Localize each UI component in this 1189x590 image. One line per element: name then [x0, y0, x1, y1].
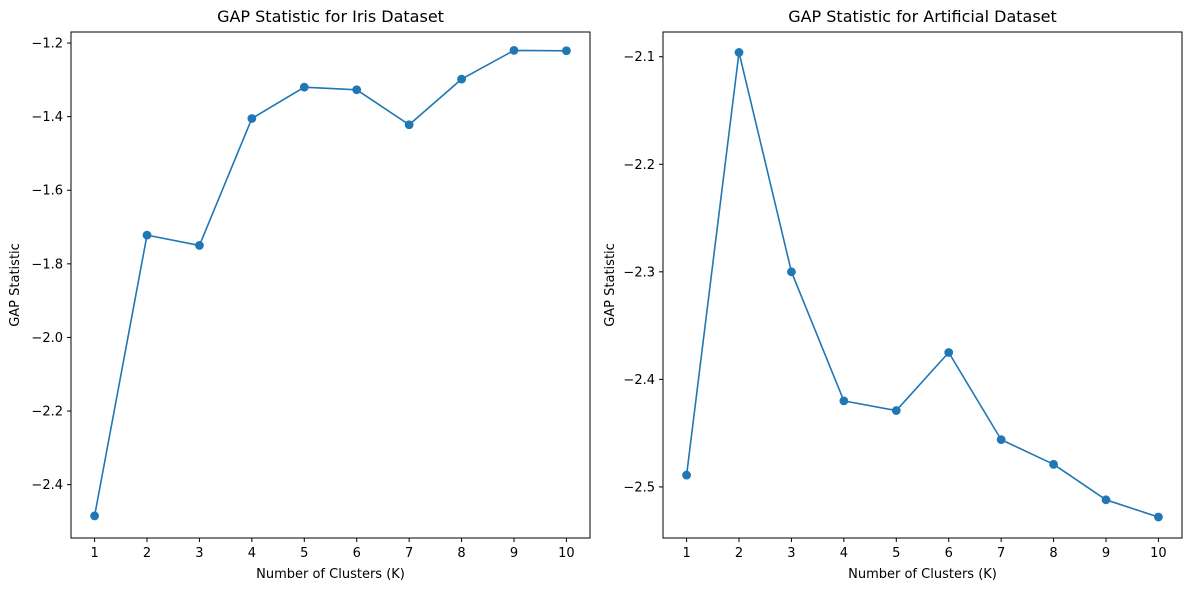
artificial-data-point	[734, 48, 744, 57]
artificial-x-tick-label: 10	[1150, 546, 1167, 561]
artificial-x-tick-label: 6	[945, 546, 953, 561]
iris-x-tick-label: 7	[405, 546, 413, 561]
iris-y-tick-label: −1.4	[31, 110, 63, 125]
artificial-series-line	[685, 51, 1159, 518]
artificial-data-point	[1154, 512, 1163, 522]
artificial-y-axis-label: GAP Statistic	[603, 243, 618, 327]
artificial-x-tick-label: 1	[682, 546, 690, 561]
iris-axes-frame	[70, 31, 591, 539]
iris-axis-ticks: 1 2 3 4 5 6 7 8 9 10 −2.4 −2.2 −2.0 −1.8 −1.6 −1.4 −1.2	[31, 37, 574, 561]
artificial-y-tick-label: −2.3	[623, 265, 655, 280]
iris-y-tick-label: −2.4	[31, 478, 63, 493]
iris-plot-area	[90, 46, 571, 521]
iris-data-point	[142, 230, 152, 240]
artificial-x-tick-label: 4	[840, 546, 848, 561]
iris-x-tick-label: 9	[510, 546, 518, 561]
iris-x-tick-label: 5	[300, 546, 308, 561]
artificial-data-point	[682, 470, 691, 480]
iris-x-tick-label: 1	[90, 546, 98, 561]
iris-y-tick-label: −1.6	[31, 184, 63, 199]
iris-x-tick-label: 2	[143, 546, 151, 561]
artificial-chart-panel: GAP Statistic for Artificial Dataset 1 2 3…	[603, 7, 1183, 582]
artificial-plot-area	[682, 48, 1163, 522]
iris-data-point	[299, 82, 309, 92]
iris-x-axis-label: Number of Clusters (K)	[256, 567, 405, 582]
iris-data-point	[562, 46, 571, 56]
artificial-data-point	[891, 406, 901, 415]
artificial-axes-frame	[662, 31, 1183, 539]
artificial-data-point	[996, 435, 1006, 444]
artificial-x-tick-label: 5	[892, 546, 900, 561]
artificial-x-tick-label: 8	[1049, 546, 1057, 561]
artificial-axis-ticks: 1 2 3 4 5 6 7 8 9 10 −2.5 −2.4 −2.3 −2.2 −2.1	[623, 50, 1166, 561]
iris-chart-title: GAP Statistic for Iris Dataset	[217, 7, 444, 26]
iris-x-tick-label: 8	[457, 546, 465, 561]
iris-series-line	[93, 49, 567, 517]
iris-y-tick-label: −1.2	[31, 37, 63, 52]
iris-x-tick-label: 10	[558, 546, 575, 561]
iris-data-point	[509, 46, 519, 55]
artificial-y-tick-label: −2.2	[623, 158, 655, 173]
iris-x-tick-label: 3	[195, 546, 203, 561]
artificial-y-tick-label: −2.4	[623, 373, 655, 388]
artificial-x-tick-label: 3	[787, 546, 795, 561]
artificial-data-point	[839, 396, 849, 406]
artificial-data-point	[1101, 495, 1111, 505]
iris-chart-panel: GAP Statistic for Iris Dataset 1 2 3 4 5 6 7 8 9…	[8, 7, 591, 582]
artificial-x-tick-label: 9	[1102, 546, 1110, 561]
artificial-chart-title: GAP Statistic for Artificial Dataset	[788, 7, 1057, 26]
iris-x-tick-label: 4	[248, 546, 256, 561]
iris-data-point	[195, 241, 204, 250]
iris-data-point	[352, 85, 362, 95]
iris-data-point	[247, 114, 257, 123]
iris-data-point	[457, 74, 466, 84]
iris-y-tick-label: −2.0	[31, 331, 63, 346]
iris-y-axis-label: GAP Statistic	[8, 243, 23, 327]
iris-y-tick-label: −1.8	[31, 257, 63, 272]
artificial-data-point	[787, 267, 796, 277]
artificial-x-tick-label: 7	[997, 546, 1005, 561]
artificial-x-axis-label: Number of Clusters (K)	[848, 567, 997, 582]
iris-data-point	[404, 120, 414, 130]
artificial-data-point	[944, 348, 954, 357]
artificial-y-tick-label: −2.5	[623, 480, 655, 495]
iris-data-point	[90, 511, 99, 521]
artificial-x-tick-label: 2	[735, 546, 743, 561]
artificial-y-tick-label: −2.1	[623, 50, 655, 65]
iris-y-tick-label: −2.2	[31, 405, 63, 420]
iris-x-tick-label: 6	[353, 546, 361, 561]
artificial-data-point	[1049, 459, 1058, 469]
